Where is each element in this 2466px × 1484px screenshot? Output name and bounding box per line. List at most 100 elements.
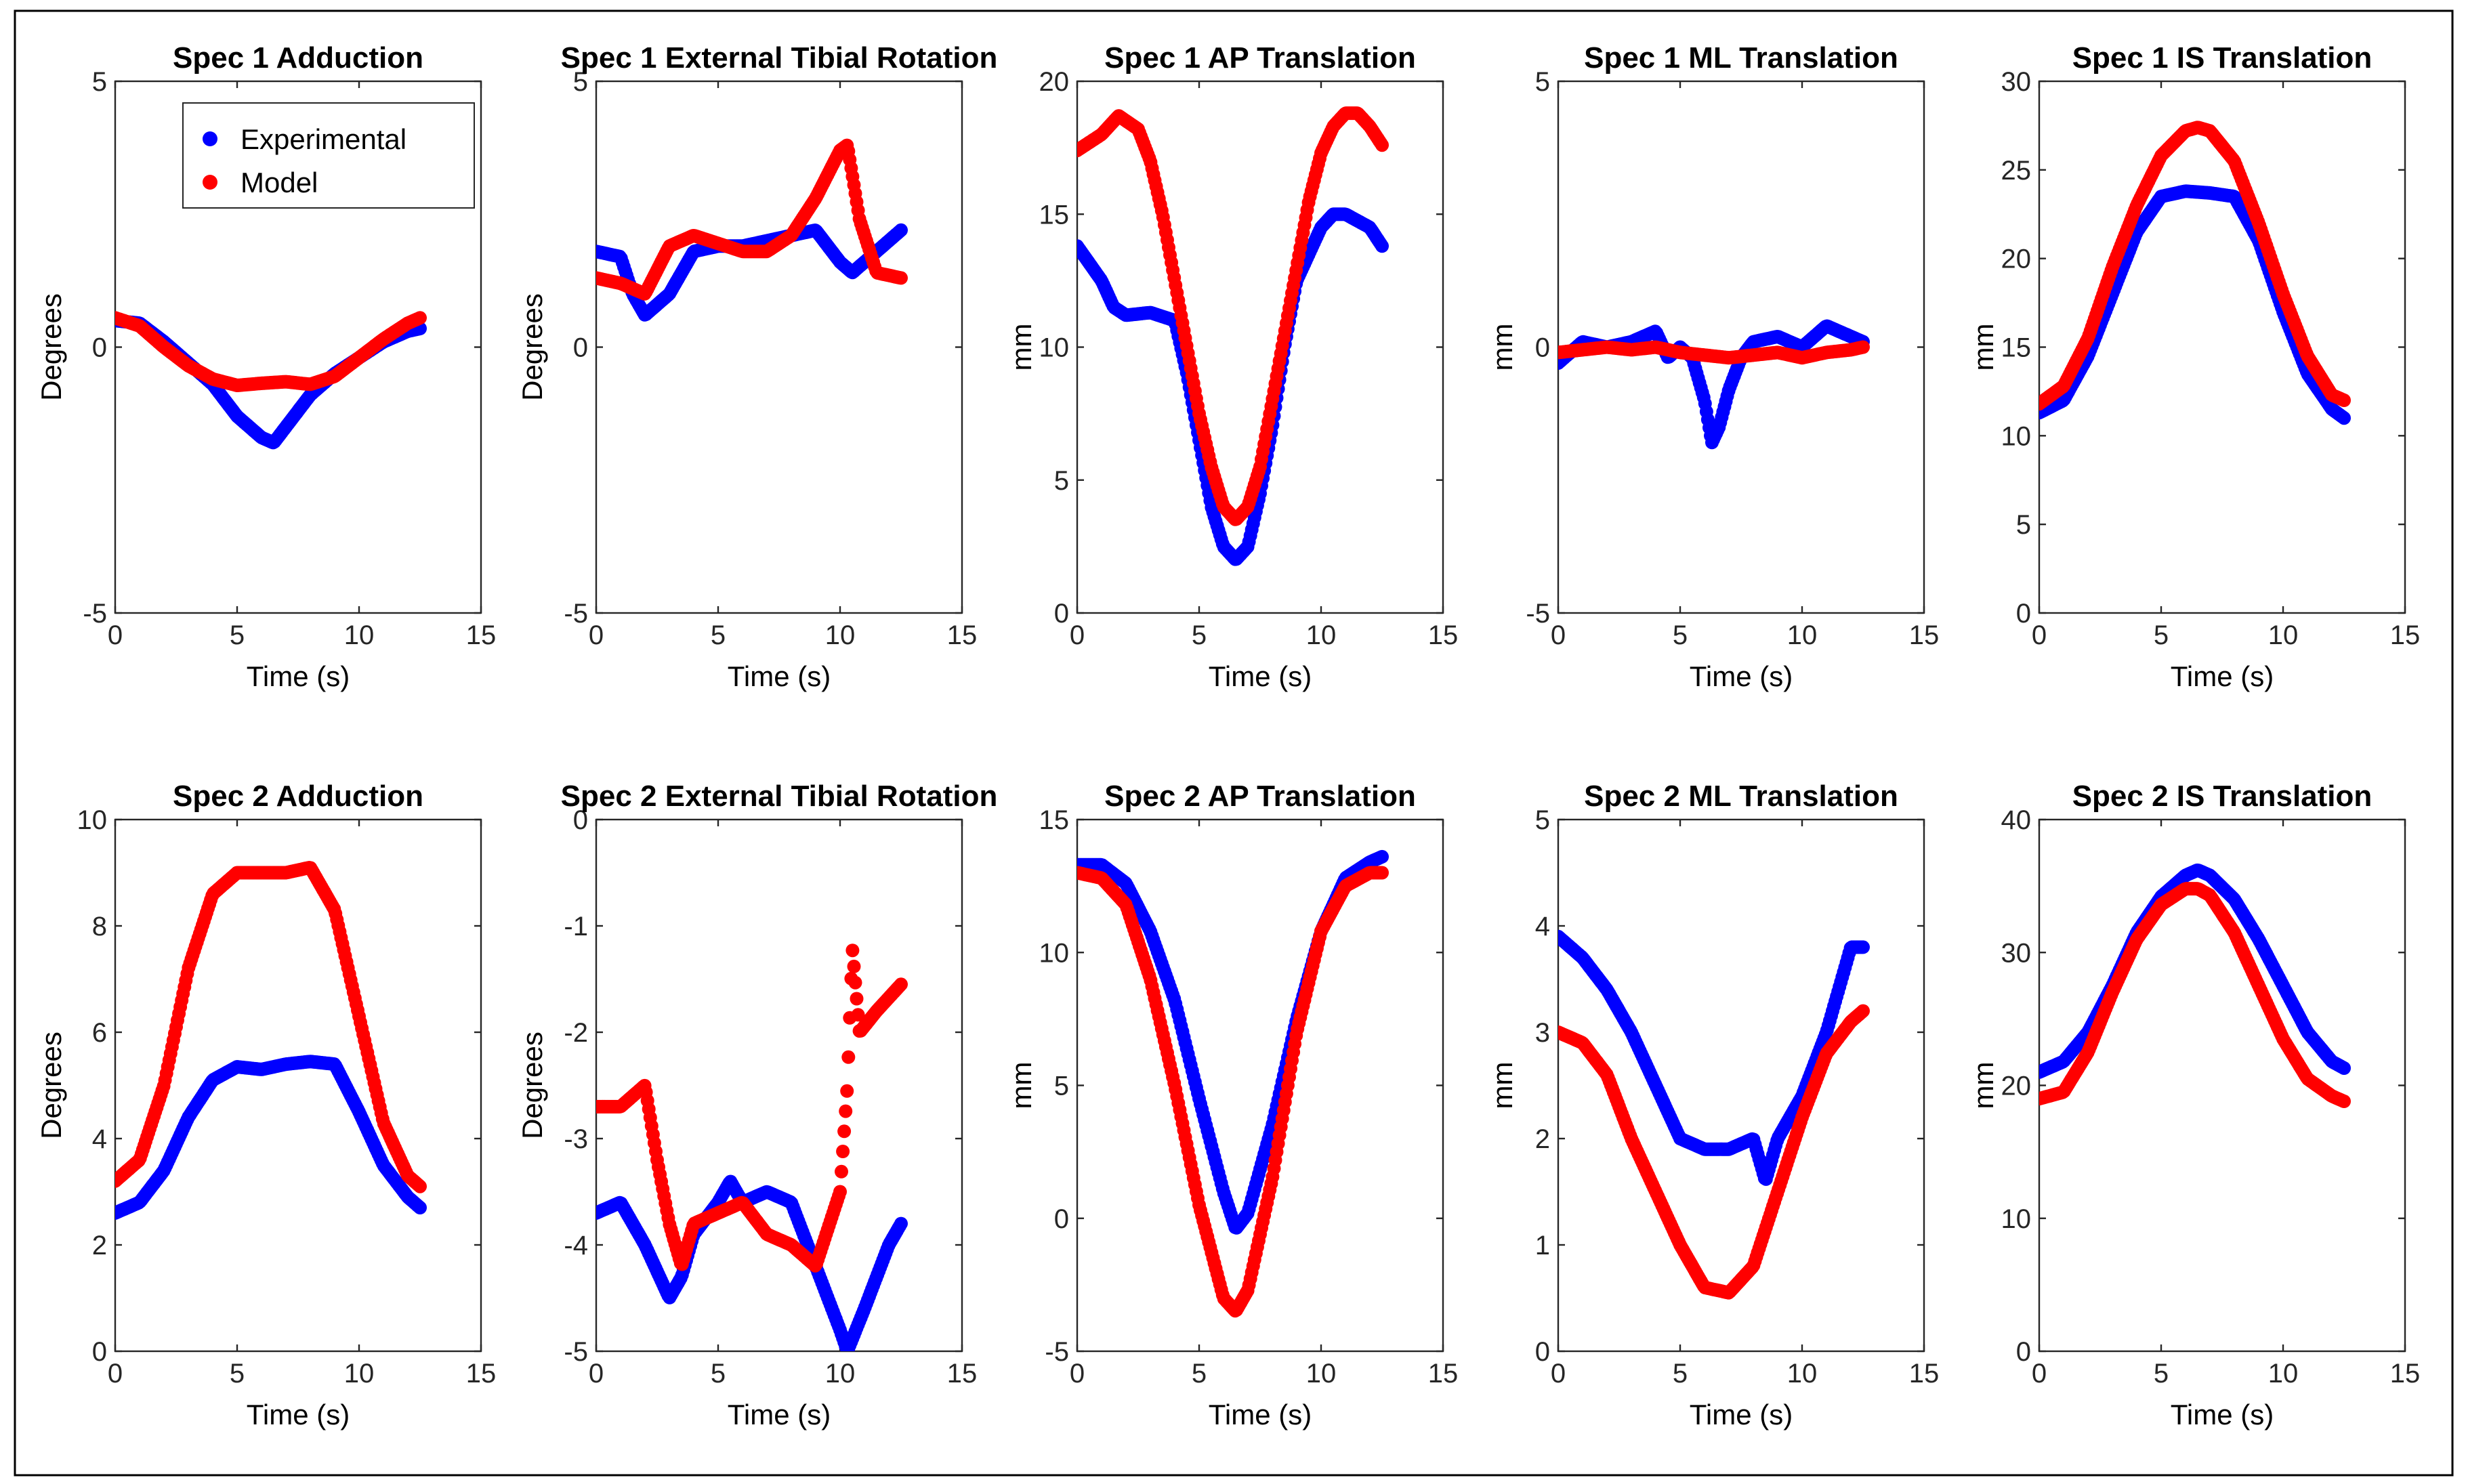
y-axis-label: mm	[1967, 1062, 1999, 1109]
y-tick-label: 0	[1535, 333, 1550, 363]
x-axis-label: Time (s)	[1209, 660, 1312, 692]
x-tick-label: 15	[466, 1359, 497, 1388]
y-tick-label: 30	[2001, 938, 2032, 968]
y-tick-label: 10	[1039, 333, 1070, 363]
y-tick-label: -5	[1526, 599, 1550, 629]
axes-frame	[1557, 818, 1925, 1353]
axes-frame	[1076, 80, 1444, 614]
y-axis-label: mm	[1486, 1062, 1518, 1109]
y-tick-label: 20	[2001, 1072, 2032, 1101]
y-tick-label: 25	[2001, 156, 2032, 186]
x-tick-label: 10	[2268, 1359, 2299, 1388]
y-tick-label: 10	[77, 805, 108, 835]
data-point	[413, 1201, 427, 1214]
x-tick-label: 15	[1909, 620, 1940, 650]
chart-title: Spec 1 External Tibial Rotation	[561, 41, 998, 75]
series-model	[596, 138, 908, 301]
x-tick-label: 0	[589, 1359, 604, 1388]
data-point	[1856, 940, 1870, 954]
y-tick-label: 5	[1535, 67, 1550, 97]
data-point	[850, 992, 864, 1006]
y-tick-label: 3	[1535, 1018, 1550, 1048]
data-point	[833, 1185, 847, 1199]
x-axis-label: Time (s)	[728, 660, 831, 692]
y-tick-label: 20	[2001, 245, 2032, 274]
legend-marker-experimental	[203, 131, 217, 146]
data-point	[1375, 138, 1389, 152]
series-experimental	[2039, 863, 2351, 1079]
chart-title: Spec 2 IS Translation	[2072, 780, 2373, 813]
y-tick-label: 0	[92, 333, 107, 363]
x-tick-label: 10	[1306, 1359, 1337, 1388]
x-tick-label: 5	[1192, 1359, 1207, 1388]
data-point	[1856, 340, 1870, 354]
y-tick-label: -5	[1045, 1337, 1069, 1367]
y-axis-label: mm	[1005, 324, 1037, 371]
chart-title: Spec 2 External Tibial Rotation	[561, 780, 998, 813]
data-point	[1375, 866, 1389, 880]
y-tick-label: 5	[573, 67, 588, 97]
series-model	[1558, 340, 1870, 365]
y-axis-label: Degrees	[516, 293, 548, 401]
chart-title: Spec 2 ML Translation	[1584, 780, 1898, 813]
x-tick-label: 0	[1551, 620, 1566, 650]
data-point	[845, 944, 860, 958]
x-tick-label: 5	[711, 1359, 726, 1388]
legend-label-experimental: Experimental	[241, 123, 406, 155]
x-tick-label: 15	[466, 620, 497, 650]
x-tick-label: 15	[947, 1359, 978, 1388]
y-axis-label: mm	[1967, 324, 1999, 371]
x-tick-label: 5	[230, 620, 245, 650]
y-tick-label: 0	[1054, 1204, 1069, 1234]
data-point	[894, 1216, 908, 1231]
chart-title: Spec 1 ML Translation	[1584, 41, 1898, 75]
data-point	[894, 223, 908, 237]
x-tick-label: 10	[1306, 620, 1337, 650]
x-tick-label: 15	[1428, 620, 1459, 650]
y-tick-label: 6	[92, 1018, 107, 1048]
series-experimental	[2039, 184, 2351, 425]
y-tick-label: 4	[92, 1124, 107, 1154]
y-tick-label: 0	[1535, 1337, 1550, 1367]
axes-frame	[114, 818, 482, 1353]
figure-border	[14, 9, 2454, 1477]
data-point	[1375, 849, 1389, 864]
x-axis-label: Time (s)	[728, 1399, 831, 1430]
series-model	[1077, 866, 1389, 1318]
data-point	[1856, 1004, 1870, 1018]
series-model	[596, 944, 908, 1273]
x-axis-label: Time (s)	[1690, 660, 1793, 692]
x-tick-label: 10	[1787, 620, 1818, 650]
x-tick-label: 5	[2154, 1359, 2169, 1388]
x-tick-label: 0	[1070, 620, 1085, 650]
x-tick-label: 15	[1428, 1359, 1459, 1388]
data-point	[837, 1124, 852, 1139]
data-point	[2337, 411, 2351, 425]
y-tick-label: 10	[2001, 1204, 2032, 1234]
y-tick-label: 5	[1054, 1072, 1069, 1101]
x-tick-label: 10	[344, 620, 375, 650]
y-tick-label: 2	[1535, 1124, 1550, 1154]
y-tick-label: 20	[1039, 67, 1070, 97]
x-tick-label: 10	[344, 1359, 375, 1388]
data-point	[835, 1164, 848, 1179]
y-tick-label: 8	[92, 912, 107, 941]
x-tick-label: 0	[1070, 1359, 1085, 1388]
x-tick-label: 0	[108, 620, 123, 650]
chart-title: Spec 1 AP Translation	[1104, 41, 1416, 75]
x-tick-label: 10	[2268, 620, 2299, 650]
data-point	[2337, 1061, 2351, 1075]
data-point	[841, 1050, 856, 1064]
y-tick-label: 0	[1054, 599, 1069, 629]
y-tick-label: 15	[1039, 805, 1070, 835]
data-point	[2337, 394, 2351, 407]
x-tick-label: 5	[1673, 1359, 1688, 1388]
y-tick-label: 0	[2016, 1337, 2031, 1367]
y-tick-label: 15	[1039, 200, 1070, 230]
